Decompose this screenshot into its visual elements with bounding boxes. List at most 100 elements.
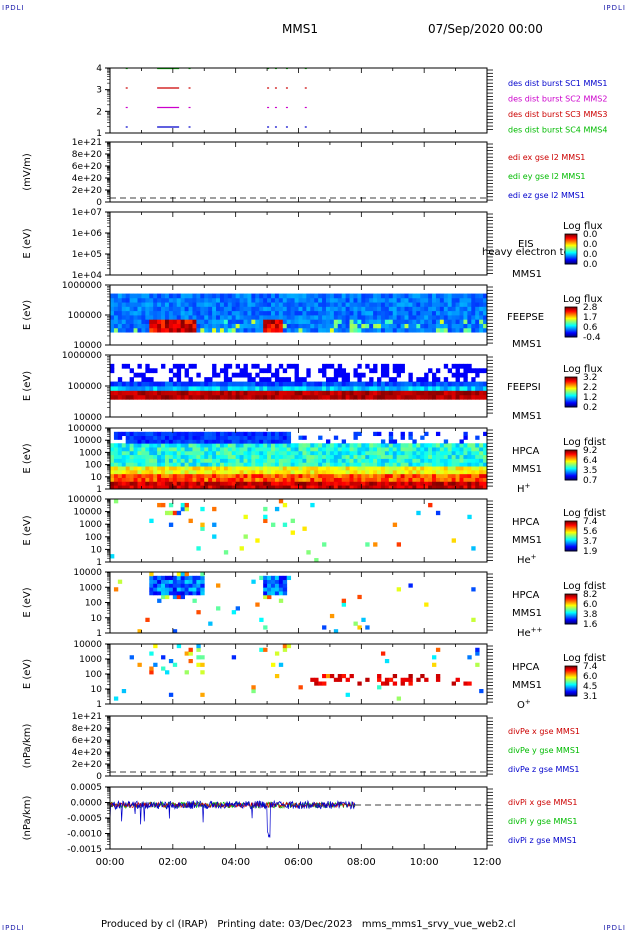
spectrogram-cell [388,297,394,303]
spectrogram-cell [212,323,217,329]
spectrogram-cell [475,651,480,656]
spectrogram-cell [267,297,272,303]
spectrogram-cell [188,390,193,396]
spectrogram-cell [161,485,166,489]
colorbar-tick-label: 3.8 [583,610,598,620]
spectrogram-cell [188,386,193,391]
spectrogram-cell [223,462,229,467]
spectrogram-cell [286,327,292,333]
y-tick-label: 1e+21 [72,712,102,722]
spectrogram-cell [212,386,217,391]
spectrogram-cell [251,443,256,448]
spectrogram-cell [357,297,362,303]
spectrogram-cell [172,477,178,482]
spectrogram-cell [412,306,417,312]
colorbar-segment [565,544,577,546]
spectrogram-cell [412,319,417,324]
spectrogram-cell [243,363,248,369]
spectrogram-cell [333,481,339,486]
spectrogram-cell [255,293,260,299]
spectrogram-cell [117,297,123,303]
spectrogram-cell [286,481,292,486]
colorbar-segment [565,545,577,547]
spectrogram-cell [483,462,487,467]
spectrogram-cell [184,670,189,675]
spectrogram-cell [251,327,256,333]
spectrogram-cell [396,473,402,478]
species-label: He+ [517,553,537,566]
legend-entry: divPi x gse MMS1 [508,798,577,807]
spectrogram-cell [388,477,394,482]
spectrogram-cell [471,617,476,622]
spectrogram-cell [294,462,299,467]
spectrogram-cell [467,319,472,324]
spectrogram-cell [416,510,421,516]
spectrogram-cell [298,293,303,299]
spectrogram-cell [239,306,244,312]
spectrogram-cell [247,310,252,316]
spectrogram-cell [329,458,335,463]
spectrogram-cell [302,315,307,320]
spectrogram-cell [121,689,127,694]
spectrogram-cell [200,526,205,531]
colorbar-segment [565,532,577,534]
spectrogram-cell [223,431,229,437]
spectrogram-cell [161,594,166,600]
spectrogram-cell [235,306,240,312]
spectrogram-cell [384,327,390,333]
spectrogram-cell [404,481,409,486]
spectrogram-cell [432,443,437,448]
spectrogram-cell [184,368,189,374]
spectrogram-cell [200,327,205,333]
spectrogram-cell [475,485,480,489]
spectrogram-cell [184,306,189,312]
spectrogram-cell [416,310,421,316]
spectrogram-cell [219,443,225,448]
spectrogram-cell [318,381,323,387]
colorbar-segment [565,549,577,551]
spectrogram-cell [263,506,268,512]
spectrogram-cell [365,302,370,307]
spectrogram-cell [125,327,131,333]
spectrogram-cell [113,293,119,299]
spectrogram-cell [133,454,138,459]
spectrogram-cell [337,450,343,456]
spectrogram-cell [349,485,354,489]
spectrogram-cell [479,462,484,467]
spectrogram-cell [408,302,413,307]
spectrogram-cell [204,435,209,440]
spectrogram-cell [377,394,382,400]
spectrogram-cell [180,473,186,478]
spectrogram-cell [432,485,437,489]
spectrogram-cell [314,466,319,471]
spectrogram-cell [212,469,217,475]
spectrogram-cell [435,477,441,482]
spectrogram-cell [125,477,131,482]
colorbar-segment [565,391,577,393]
spectrogram-cell [388,443,394,448]
spectrogram-cell [451,681,456,686]
spectrogram-cell [408,458,413,463]
spectrogram-cell [361,323,366,329]
spectrogram-cell [145,363,150,369]
spectrogram-cell [267,439,272,444]
spectrogram-cell [274,390,280,396]
spectrogram-cell [243,315,248,320]
colorbar-segment [565,255,577,257]
spectrogram-cell [223,458,229,463]
spectrogram-cell [455,319,460,324]
spectrogram-cell [428,454,433,459]
spectrogram-cell [196,293,201,299]
spectrogram-cell [176,583,182,588]
spectrogram-cell [223,319,229,324]
spectrogram-cell [373,443,378,448]
spectrogram-cell [208,443,213,448]
colorbar-segment [565,307,577,309]
spectrogram-cell [337,390,343,396]
spectrogram-cell [121,297,127,303]
spectrogram-cell [180,363,186,369]
spectrogram-cell [196,394,201,400]
spectrogram-cell [428,381,433,387]
spectrogram-cell [223,394,229,400]
spectrogram-cell [212,306,217,312]
